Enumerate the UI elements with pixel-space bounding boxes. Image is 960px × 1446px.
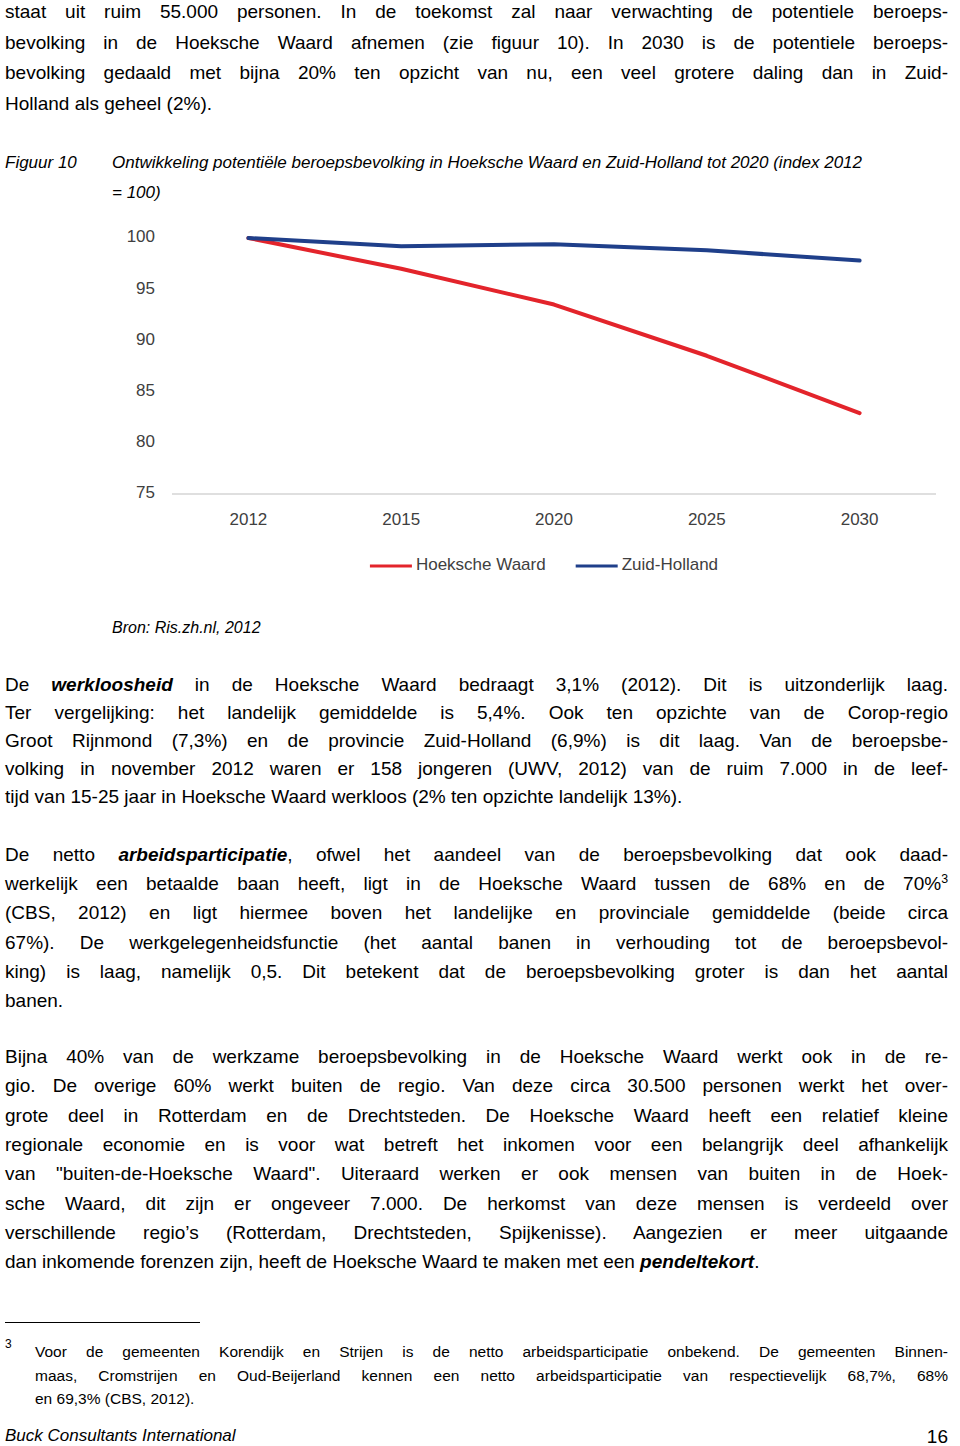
- figure-source: Bron: Ris.zh.nl, 2012: [112, 617, 261, 639]
- paragraph-line: banen.: [5, 990, 948, 1012]
- legend-swatch: [370, 565, 412, 568]
- footnote-ref: 3: [941, 872, 948, 886]
- text-run: maas, Cromstrijen en Oud-Beijerland kenn…: [35, 1367, 948, 1384]
- page-number: 16: [927, 1426, 948, 1446]
- legend-label: Hoeksche Waard: [416, 555, 546, 574]
- text-run: king) is laag, namelijk 0,5. Dit beteken…: [5, 961, 948, 982]
- y-tick-label: 100: [127, 227, 155, 246]
- intro-line: bevolking gedaald met bijna 20% ten opzi…: [5, 62, 948, 84]
- x-tick-label: 2020: [535, 510, 573, 529]
- paragraph-line: De werkloosheid in de Hoeksche Waard bed…: [5, 674, 948, 696]
- text-run: sche Waard, dit zijn er ongeveer 7.000. …: [5, 1193, 948, 1214]
- intro-line: staat uit ruim 55.000 personen. In de to…: [5, 1, 948, 23]
- paragraph-line: (CBS, 2012) en ligt hiermee boven het la…: [5, 902, 948, 924]
- footnote-marker: 3: [5, 1333, 12, 1355]
- legend-item: Hoeksche Waard: [370, 555, 546, 574]
- x-tick-label: 2025: [688, 510, 726, 529]
- paragraph-line: regionale economie en is voor wat betref…: [5, 1134, 948, 1156]
- intro-line: bevolking in de Hoeksche Waard afnemen (…: [5, 32, 948, 54]
- y-tick-label: 90: [136, 330, 155, 349]
- paragraph-line: dan inkomende forenzen zijn, heeft de Ho…: [5, 1251, 948, 1273]
- paragraph-line: volking in november 2012 waren er 158 jo…: [5, 758, 948, 780]
- legend-item: Zuid-Holland: [576, 555, 718, 574]
- paragraph-line: sche Waard, dit zijn er ongeveer 7.000. …: [5, 1193, 948, 1215]
- text-run: regionale economie en is voor wat betref…: [5, 1134, 948, 1155]
- footnote-line: maas, Cromstrijen en Oud-Beijerland kenn…: [35, 1365, 948, 1387]
- text-run: Voor de gemeenten Korendijk en Strijen i…: [35, 1343, 948, 1360]
- text-run: 67%). De werkgelegenheidsfunctie (het aa…: [5, 932, 948, 953]
- figure-label: Figuur 10: [5, 152, 77, 174]
- paragraph-line: De netto arbeidsparticipatie, ofwel het …: [5, 844, 948, 866]
- text-run: Ter vergelijking: het landelijk gemiddel…: [5, 702, 948, 723]
- paragraph-line: Ter vergelijking: het landelijk gemiddel…: [5, 702, 948, 724]
- legend-swatch: [576, 565, 618, 568]
- text-run: (CBS, 2012) en ligt hiermee boven het la…: [5, 902, 948, 923]
- text-run: bevolking gedaald met bijna 20% ten opzi…: [5, 62, 948, 83]
- figure-caption: Ontwikkeling potentiële beroepsbevolking…: [112, 152, 862, 174]
- paragraph-line: Groot Rijnmond (7,3%) en de provincie Zu…: [5, 730, 948, 752]
- emphasis: arbeidsparticipatie: [118, 844, 287, 865]
- intro-line: Holland als geheel (2%).: [5, 93, 948, 115]
- x-tick-label: 2015: [382, 510, 420, 529]
- paragraph-line: tijd van 15-25 jaar in Hoeksche Waard we…: [5, 786, 948, 808]
- page: staat uit ruim 55.000 personen. In de to…: [0, 0, 960, 1446]
- y-tick-label: 80: [136, 432, 155, 451]
- text-run: van "buiten-de-Hoeksche Waard". Uiteraar…: [5, 1163, 948, 1184]
- page-body: staat uit ruim 55.000 personen. In de to…: [0, 0, 960, 1446]
- series-line: [248, 238, 859, 413]
- figure-caption: = 100): [112, 182, 161, 204]
- text-run: volking in november 2012 waren er 158 jo…: [5, 758, 948, 779]
- text-run: De: [5, 674, 51, 695]
- series-line: [248, 238, 859, 261]
- legend-label: Zuid-Holland: [622, 555, 718, 574]
- text-run: bevolking in de Hoeksche Waard afnemen (…: [5, 32, 948, 53]
- y-tick-label: 95: [136, 279, 155, 298]
- text-run: in de Hoeksche Waard bedraagt 3,1% (2012…: [173, 674, 948, 695]
- text-run: De netto: [5, 844, 118, 865]
- x-axis: [172, 494, 936, 495]
- paragraph-line: king) is laag, namelijk 0,5. Dit beteken…: [5, 961, 948, 983]
- paragraph-line: Bijna 40% van de werkzame beroepsbevolki…: [5, 1046, 948, 1068]
- y-tick-label: 85: [136, 381, 155, 400]
- emphasis: pendeltekort: [640, 1251, 754, 1272]
- footnote-line: Voor de gemeenten Korendijk en Strijen i…: [35, 1341, 948, 1363]
- paragraph-line: verschillende regio’s (Rotterdam, Drecht…: [5, 1222, 948, 1244]
- text-run: .: [754, 1251, 759, 1272]
- x-tick-label: 2030: [841, 510, 879, 529]
- footnote-line: en 69,3% (CBS, 2012).: [35, 1388, 948, 1410]
- text-run: dan inkomende forenzen zijn, heeft de Ho…: [5, 1251, 640, 1272]
- emphasis: werkloosheid: [51, 674, 172, 695]
- text-run: Holland als geheel (2%).: [5, 93, 212, 114]
- footnote-rule: [5, 1322, 200, 1323]
- chart: 75 80 85 90 95 100 2012 2015 2020 2025 2030 Hoeksch…: [0, 0, 960, 1446]
- plot-area: [248, 238, 859, 413]
- paragraph-line: grote deel in Rotterdam en de Drechtsted…: [5, 1105, 948, 1127]
- paragraph-line: werkelijk een betaalde baan heeft, ligt …: [5, 873, 948, 895]
- footer-left: Buck Consultants International: [5, 1425, 236, 1446]
- text-run: werkelijk een betaalde baan heeft, ligt …: [5, 873, 941, 894]
- text-run: verschillende regio’s (Rotterdam, Drecht…: [5, 1222, 948, 1243]
- paragraph-line: van "buiten-de-Hoeksche Waard". Uiteraar…: [5, 1163, 948, 1185]
- text-run: en 69,3% (CBS, 2012).: [35, 1390, 194, 1407]
- paragraph-line: gio. De overige 60% werkt buiten de regi…: [5, 1075, 948, 1097]
- text-run: tijd van 15-25 jaar in Hoeksche Waard we…: [5, 786, 682, 807]
- text-run: banen.: [5, 990, 63, 1011]
- text-run: gio. De overige 60% werkt buiten de regi…: [5, 1075, 948, 1096]
- text-run: , ofwel het aandeel van de beroepsbevolk…: [287, 844, 948, 865]
- paragraph-line: 67%). De werkgelegenheidsfunctie (het aa…: [5, 932, 948, 954]
- x-tick-label: 2012: [229, 510, 267, 529]
- text-run: Bijna 40% van de werkzame beroepsbevolki…: [5, 1046, 948, 1067]
- legend: Hoeksche Waard Zuid-Holland: [370, 555, 718, 574]
- text-run: grote deel in Rotterdam en de Drechtsted…: [5, 1105, 948, 1126]
- text-run: staat uit ruim 55.000 personen. In de to…: [5, 1, 948, 22]
- y-tick-label: 75: [136, 483, 155, 502]
- text-run: Groot Rijnmond (7,3%) en de provincie Zu…: [5, 730, 948, 751]
